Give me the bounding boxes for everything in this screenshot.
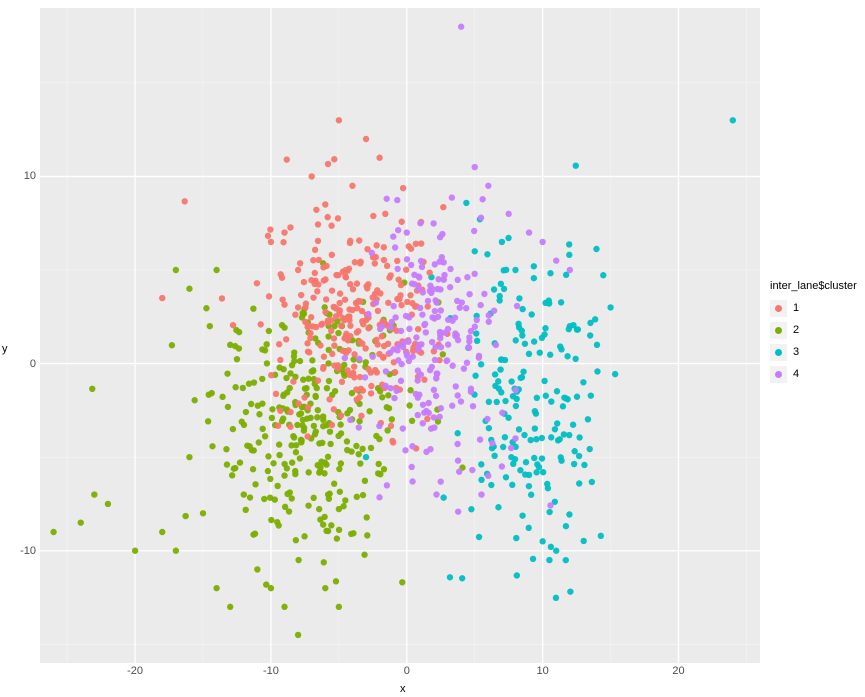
y-tick-label: -10: [20, 545, 36, 557]
legend-key: [770, 322, 787, 339]
plot-panel: [40, 8, 760, 663]
x-tick-label: 10: [537, 665, 549, 677]
y-tick-label: 0: [30, 358, 36, 370]
legend-item: 4: [770, 364, 857, 384]
legend-label: 1: [793, 302, 799, 314]
legend-key: [770, 344, 787, 361]
x-tick-labels: -20 -10 0 10 20: [40, 665, 760, 679]
legend-item: 1: [770, 298, 857, 318]
legend-dot-icon: [775, 349, 782, 356]
scatter-plot-svg: [40, 8, 760, 663]
x-tick-label: 20: [672, 665, 684, 677]
legend-key: [770, 300, 787, 317]
legend-item: 3: [770, 342, 857, 362]
x-tick-label: 0: [404, 665, 410, 677]
legend-dot-icon: [775, 371, 782, 378]
legend-label: 2: [793, 324, 799, 336]
legend-key: [770, 366, 787, 383]
x-tick-label: -20: [127, 665, 143, 677]
y-tick-label: 10: [24, 170, 36, 182]
legend-dot-icon: [775, 305, 782, 312]
legend-item: 2: [770, 320, 857, 340]
legend-dot-icon: [775, 327, 782, 334]
legend-label: 3: [793, 346, 799, 358]
x-axis-label: x: [400, 683, 406, 695]
legend-label: 4: [793, 368, 799, 380]
legend-title: inter_lane$cluster: [770, 280, 857, 292]
x-tick-label: -10: [263, 665, 279, 677]
chart-container: y x -10010 -20-1001020 inter_lane$cluste…: [0, 0, 865, 697]
legend: inter_lane$cluster 1 2 3 4: [770, 280, 857, 386]
y-tick-labels: -10 0 10: [0, 8, 36, 663]
